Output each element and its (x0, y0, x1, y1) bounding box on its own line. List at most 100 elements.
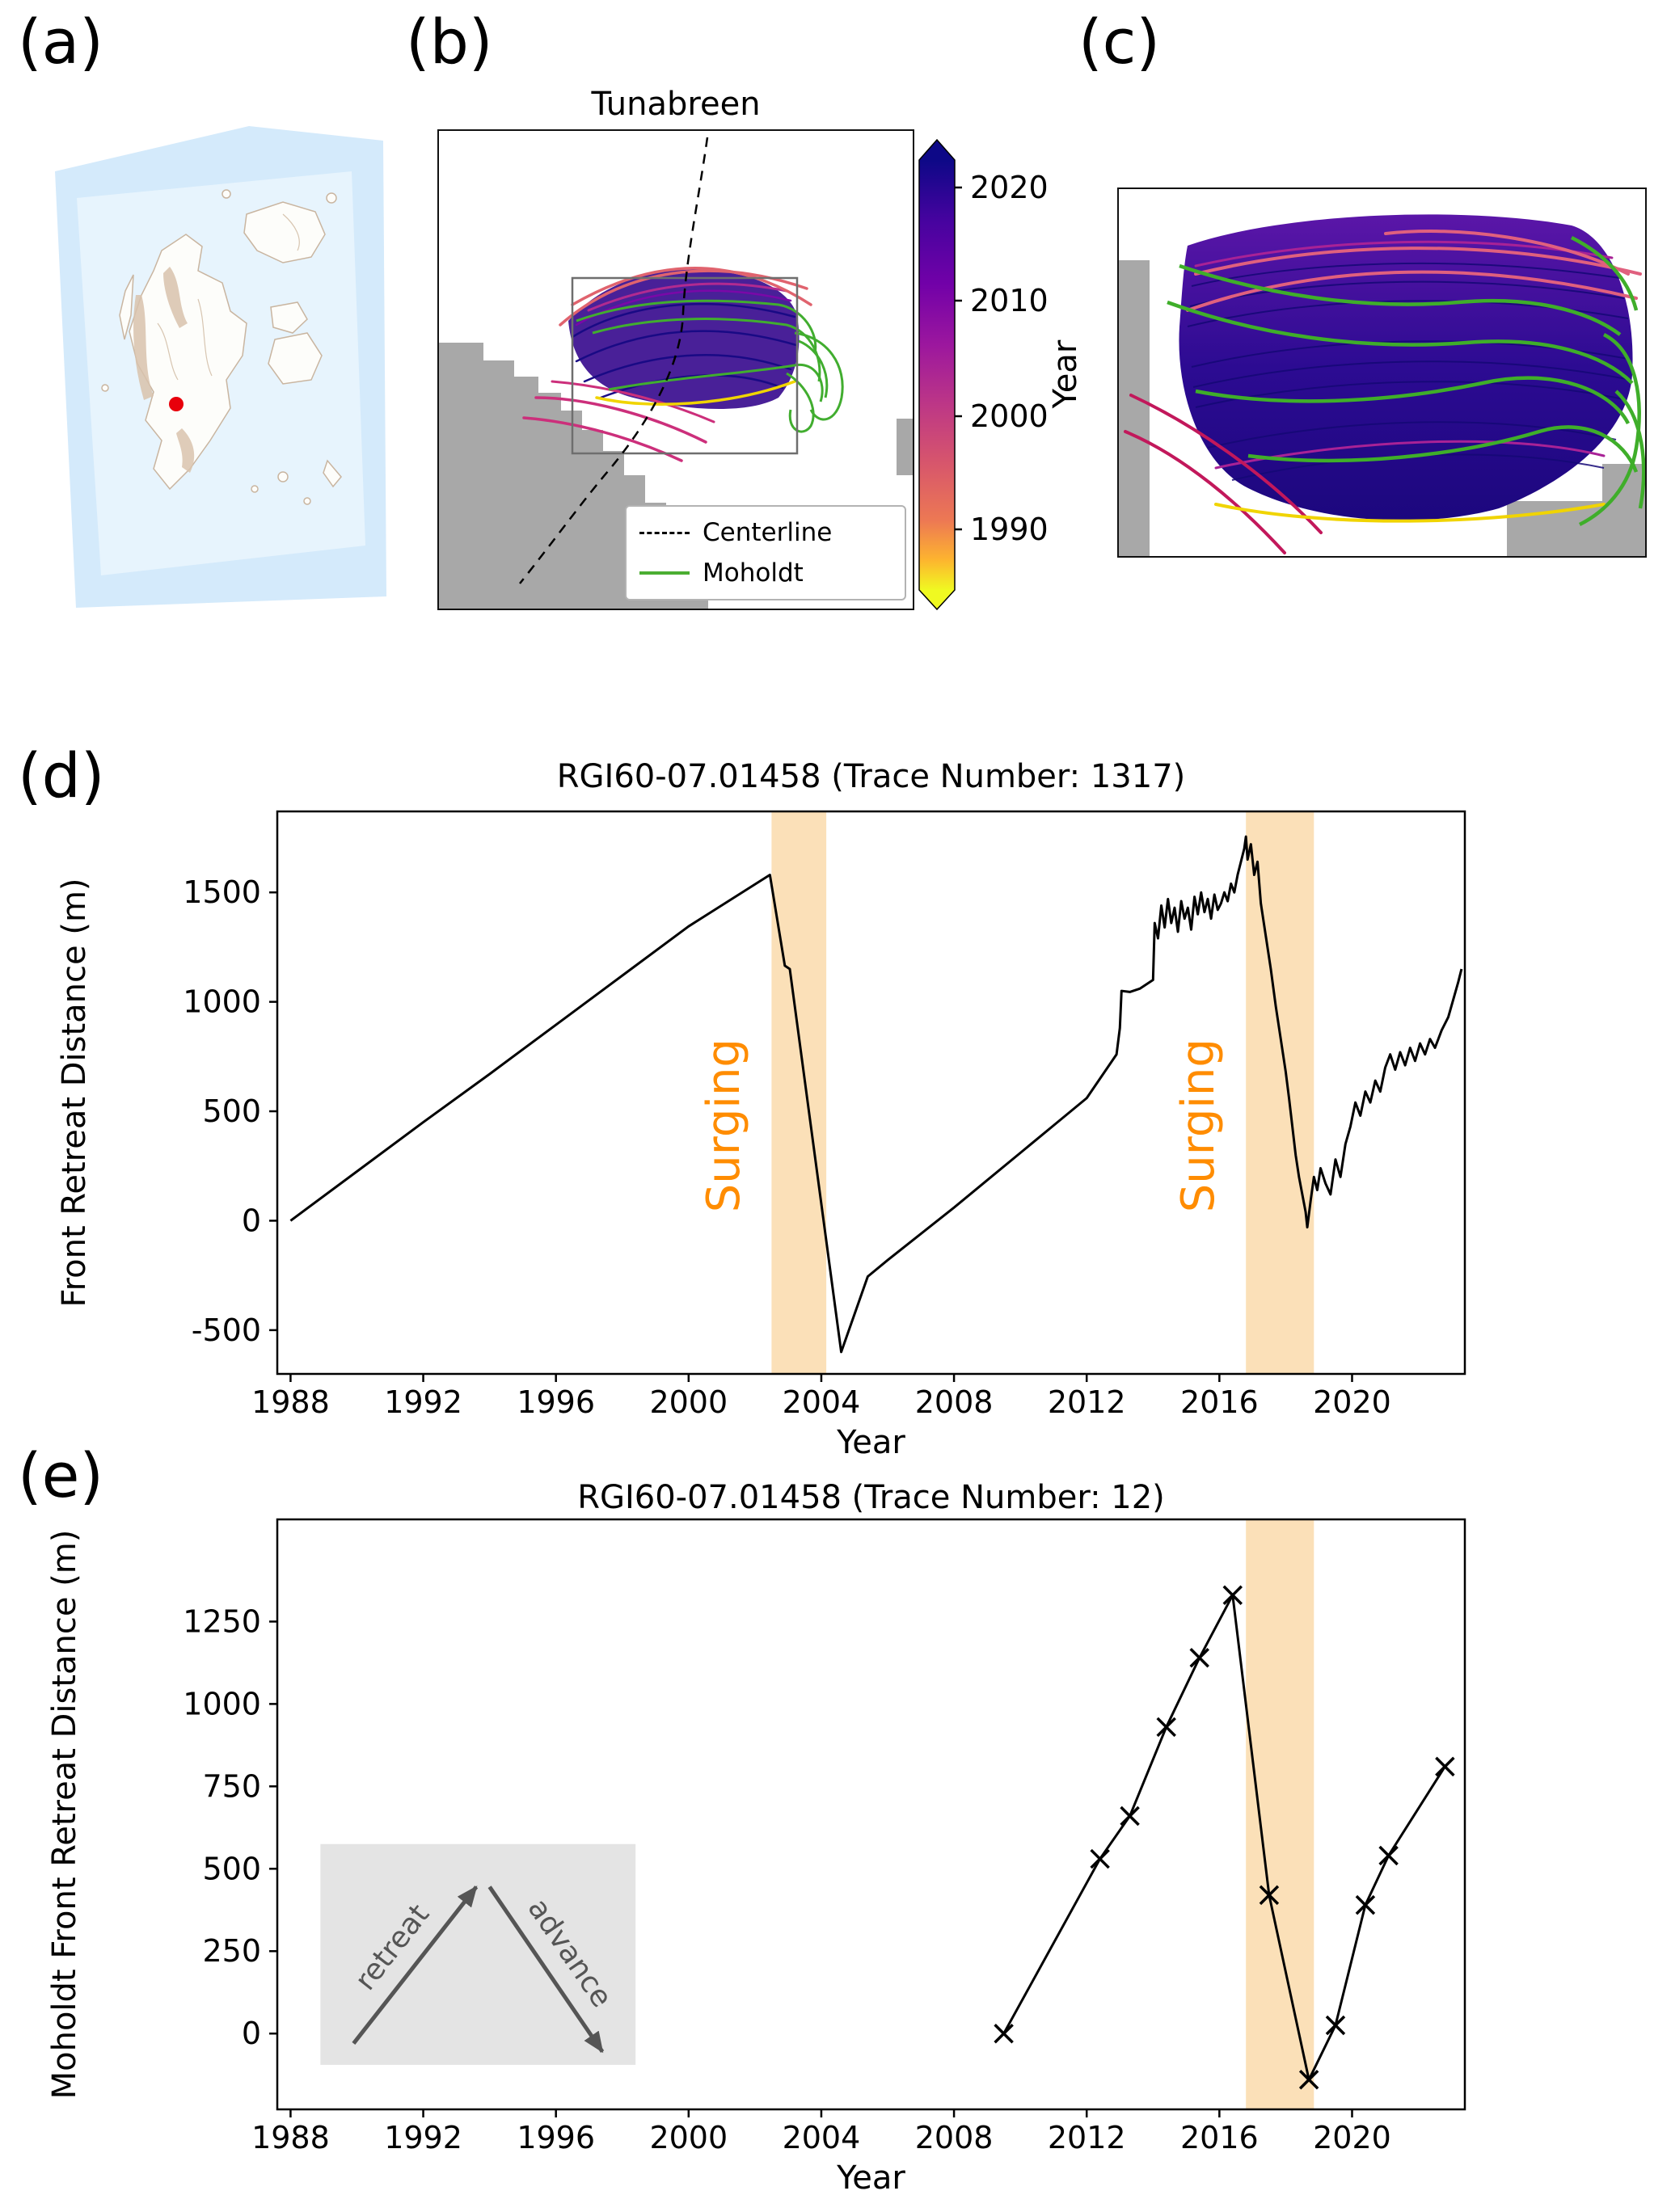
retreat-advance-inset (320, 1843, 636, 2065)
x-tick-label: 1988 (251, 1384, 330, 1420)
panel-b-title: Tunabreen (591, 86, 761, 123)
moholdt-sample (639, 571, 690, 575)
y-tick-label: 0 (242, 1203, 261, 1238)
x-tick-label: 1996 (517, 2120, 595, 2155)
x-tick-label: 2012 (1048, 2120, 1126, 2155)
zoomed-trace-map (1119, 214, 1646, 556)
x-marker (1325, 2015, 1346, 2036)
legend-label: Moholdt (703, 558, 804, 588)
moholdt-lines (1167, 235, 1646, 527)
moholdt-retreat-chart: retreat advance 1988 1992 1996 2000 2004 2008 20… (183, 1518, 1466, 2155)
surge-band (1246, 811, 1314, 1374)
x-tick-label: 2004 (783, 2120, 861, 2155)
x-marker (994, 2023, 1014, 2044)
y-tick-label: 0 (242, 2016, 261, 2051)
colorbar-tick-1990: 1990 (970, 512, 1049, 547)
y-tick-label: 1500 (183, 874, 261, 910)
y-tick-label: 250 (202, 1933, 261, 1969)
tunabreen-map-panel: Centerline Moholdt (437, 129, 914, 610)
legend-row-moholdt: Moholdt (639, 558, 892, 588)
svalbard-overview-map (55, 126, 386, 608)
x-marker (1090, 1848, 1110, 1869)
colorbar-outline (918, 138, 956, 611)
x-tick-label: 2020 (1313, 1384, 1391, 1420)
chart-e-ylabel: Moholdt Front Retreat Distance (m) (46, 1529, 83, 2100)
x-marker (1120, 1805, 1140, 1826)
legend-label: Centerline (703, 518, 833, 547)
colorbar-label: Year (1047, 339, 1084, 409)
glacier-location-dot (169, 397, 184, 411)
x-marker (1156, 1717, 1176, 1738)
chart-d-ylabel: Front Retreat Distance (m) (56, 878, 93, 1308)
panel-label-b: (b) (406, 6, 493, 78)
data-line (1002, 1594, 1446, 2081)
x-marker (1355, 1894, 1376, 1915)
colorbar-top-arrow (919, 140, 955, 160)
colorbar-tick-2020: 2020 (970, 170, 1049, 205)
inset-arrow (352, 1885, 479, 2045)
inset-arrow (487, 1885, 605, 2054)
moholdt-lines (576, 299, 844, 433)
x-tick-label: 1992 (384, 1384, 462, 1420)
x-tick-label: 2004 (783, 1384, 861, 1420)
colorbar-ticks (955, 186, 962, 531)
legend-row-centerline: Centerline (639, 518, 892, 547)
chart-e-xlabel: Year (837, 2159, 905, 2197)
y-tick-label: 750 (202, 1768, 261, 1804)
x-marker (1189, 1648, 1209, 1668)
x-tick-label: 1992 (384, 2120, 462, 2155)
surging-label: Surging (698, 1039, 750, 1212)
x-marker (1378, 1845, 1399, 1866)
year-colorbar (918, 138, 962, 611)
surge-band (771, 811, 827, 1374)
surging-label: Surging (1172, 1039, 1225, 1212)
colorbar-body (919, 160, 955, 590)
colorbar-bottom-arrow (919, 590, 955, 609)
panel-label-d: (d) (18, 739, 105, 811)
x-tick-label: 2008 (915, 2120, 994, 2155)
front-retreat-chart: Surging Surging 1988 1992 1996 2000 2004 2008 20… (183, 810, 1466, 1420)
x-marker (1259, 1885, 1280, 1906)
colorbar-tick-2010: 2010 (970, 283, 1049, 318)
y-tick-label: 1250 (183, 1603, 261, 1639)
x-marker (1435, 1756, 1455, 1777)
x-tick-label: 2016 (1180, 1384, 1259, 1420)
land (1119, 260, 1645, 556)
x-tick-label: 1988 (251, 2120, 330, 2155)
y-tick-label: 500 (202, 1093, 261, 1129)
centerline-sample (639, 531, 690, 534)
x-tick-label: 2000 (649, 1384, 728, 1420)
chart-d-title: RGI60-07.01458 (Trace Number: 1317) (556, 758, 1186, 795)
colorbar-tick-2000: 2000 (970, 398, 1049, 434)
x-tick-label: 1996 (517, 1384, 595, 1420)
relief-lines (157, 213, 300, 381)
x-marker (1222, 1585, 1243, 1606)
axes-frame (276, 1518, 1466, 2111)
x-tick-label: 2012 (1048, 1384, 1126, 1420)
axes-frame (276, 810, 1466, 1376)
map-legend: Centerline Moholdt (625, 505, 906, 600)
x-marker (1298, 2070, 1319, 2090)
x-tick-label: 2008 (915, 1384, 994, 1420)
data-line (289, 835, 1463, 1354)
y-tick-label: 1000 (183, 1686, 261, 1721)
surge-band (1246, 1519, 1314, 2109)
terrain-shading (133, 267, 195, 473)
islands (101, 189, 342, 505)
panel-label-c: (c) (1078, 6, 1161, 78)
chart-e-title: RGI60-07.01458 (Trace Number: 12) (577, 1479, 1165, 1516)
zoom-extent-box (571, 276, 799, 455)
panel-label-e: (e) (18, 1439, 104, 1511)
y-tick-label: -500 (192, 1312, 261, 1348)
centerline (519, 137, 709, 584)
zoom-panel (1117, 187, 1647, 558)
y-tick-label: 500 (202, 1851, 261, 1886)
x-tick-label: 2016 (1180, 2120, 1259, 2155)
panel-label-a: (a) (18, 6, 103, 78)
x-tick-label: 2000 (649, 2120, 728, 2155)
x-tick-label: 2020 (1313, 2120, 1391, 2155)
y-tick-label: 1000 (183, 984, 261, 1020)
chart-d-xlabel: Year (837, 1424, 905, 1461)
glacier-front-trace-mass (568, 269, 800, 409)
